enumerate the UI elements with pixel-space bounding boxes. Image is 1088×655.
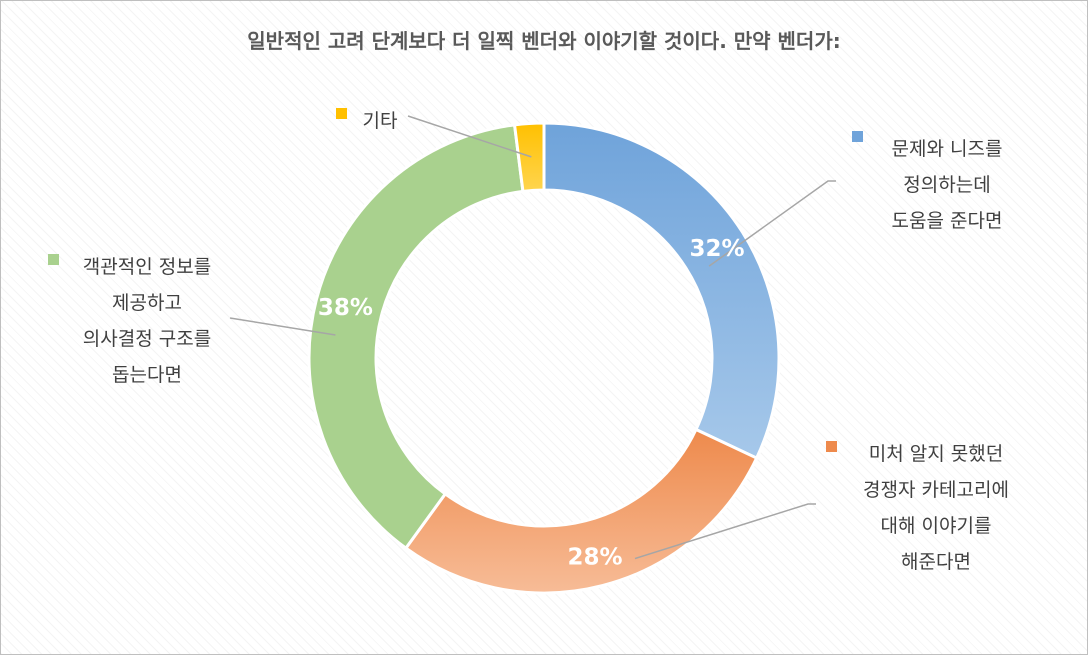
legend-label-3-line-0: 기타 bbox=[363, 110, 398, 132]
legend-label-1-line-3: 해준다면 bbox=[901, 551, 971, 573]
leader-line-2 bbox=[229, 317, 336, 336]
leader-line-3 bbox=[407, 115, 532, 158]
percent-label-1: 28% bbox=[567, 545, 622, 571]
legend-marker-1 bbox=[826, 441, 837, 452]
chart-title: 일반적인 고려 단계보다 더 일찍 벤더와 이야기할 것이다. 만약 벤더가: bbox=[247, 29, 840, 53]
percent-label-0: 32% bbox=[690, 236, 745, 262]
slice-2 bbox=[307, 123, 525, 551]
legend-label-2-line-2: 의사결정 구조를 bbox=[83, 328, 211, 350]
legend-label-2-line-3: 돕는다면 bbox=[112, 364, 182, 386]
legend-label-2-line-1: 제공하고 bbox=[112, 292, 182, 314]
leader-lines-group bbox=[229, 115, 836, 560]
legend-label-1-line-2: 대해 이야기를 bbox=[881, 515, 992, 537]
slice-3 bbox=[512, 121, 546, 194]
legend-label-0-line-0: 문제와 니즈를 bbox=[892, 138, 1003, 160]
leader-line-1 bbox=[634, 503, 816, 560]
legend-marker-2 bbox=[48, 254, 59, 265]
legend-label-2-line-0: 객관적인 정보를 bbox=[83, 256, 211, 278]
legend-label-0-line-2: 도움을 준다면 bbox=[892, 210, 1003, 232]
percent-label-2: 38% bbox=[318, 295, 373, 321]
slices-group bbox=[307, 121, 781, 595]
slice-1 bbox=[403, 427, 759, 595]
legend-label-0-line-1: 정의하는데 bbox=[903, 174, 990, 196]
leader-line-0 bbox=[708, 180, 836, 267]
legend-label-1-line-0: 미처 알지 못했던 bbox=[869, 443, 1003, 465]
legend-marker-3 bbox=[336, 108, 347, 119]
legend-label-1-line-1: 경쟁자 카테고리에 bbox=[863, 479, 1009, 501]
legend-marker-0 bbox=[852, 131, 863, 142]
slice-0 bbox=[542, 121, 781, 461]
percent-labels-group: 32% 28% 38% bbox=[318, 236, 745, 570]
